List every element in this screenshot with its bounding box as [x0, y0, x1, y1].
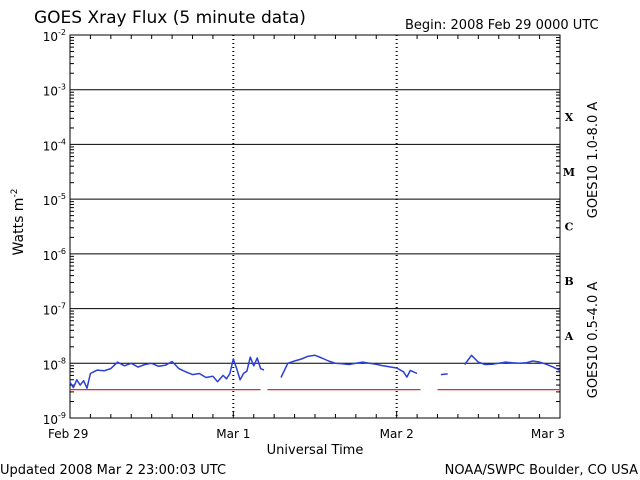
y-axis-title-main: Watts m: [11, 198, 27, 256]
y-tick-label: 10-4: [43, 137, 66, 153]
y-tick-label: 10-8: [43, 356, 66, 372]
y-axis-title: Watts m-2: [10, 189, 27, 256]
y-tick-label: 10-2: [43, 28, 66, 44]
chart-title: GOES Xray Flux (5 minute data): [34, 8, 306, 28]
x-tick-label: Mar 1: [216, 427, 250, 441]
x-tick-label: Mar 3: [531, 427, 565, 441]
x-tick-label: Feb 29: [48, 427, 88, 441]
x-tick-labels: Feb 29 Mar 1 Mar 2 Mar 3: [48, 427, 565, 441]
legend-long-channel: GOES10 1.0-8.0 A: [586, 102, 601, 219]
updated-timestamp: Updated 2008 Mar 2 23:00:03 UTC: [0, 463, 226, 478]
flare-class-a: A: [564, 330, 574, 343]
flare-class-b: B: [564, 275, 573, 288]
legend-short-channel: GOES10 0.5-4.0 A: [586, 282, 601, 399]
y-tick-label: 10-9: [43, 411, 66, 427]
flare-class-labels: X M C B A: [563, 111, 575, 343]
begin-date-label: Begin: 2008 Feb 29 0000 UTC: [405, 18, 599, 33]
flare-class-c: C: [565, 221, 574, 234]
flare-class-x: X: [565, 111, 574, 124]
data-series: [69, 354, 561, 391]
y-tick-label: 10-3: [43, 83, 66, 99]
x-axis-title: Universal Time: [267, 443, 364, 458]
short-channel-line: [69, 356, 265, 389]
flare-class-m: M: [563, 166, 575, 179]
y-tick-label: 10-5: [43, 192, 66, 208]
axis-ticks: [69, 35, 561, 418]
short-channel-line: [440, 373, 448, 376]
horizontal-gridlines: [70, 35, 560, 418]
short-channel-line: [464, 354, 561, 372]
y-axis-title-exponent: -2: [10, 189, 20, 198]
x-tick-label: Mar 2: [380, 427, 414, 441]
y-tick-label: 10-7: [43, 302, 66, 318]
plot-frame: [69, 34, 561, 419]
y-tick-label: 10-6: [43, 247, 66, 263]
credit-label: NOAA/SWPC Boulder, CO USA: [445, 463, 638, 478]
y-tick-labels: 10-2 10-3 10-4 10-5 10-6 10-7 10-8 10-9: [43, 28, 66, 427]
short-channel-line: [280, 354, 418, 378]
